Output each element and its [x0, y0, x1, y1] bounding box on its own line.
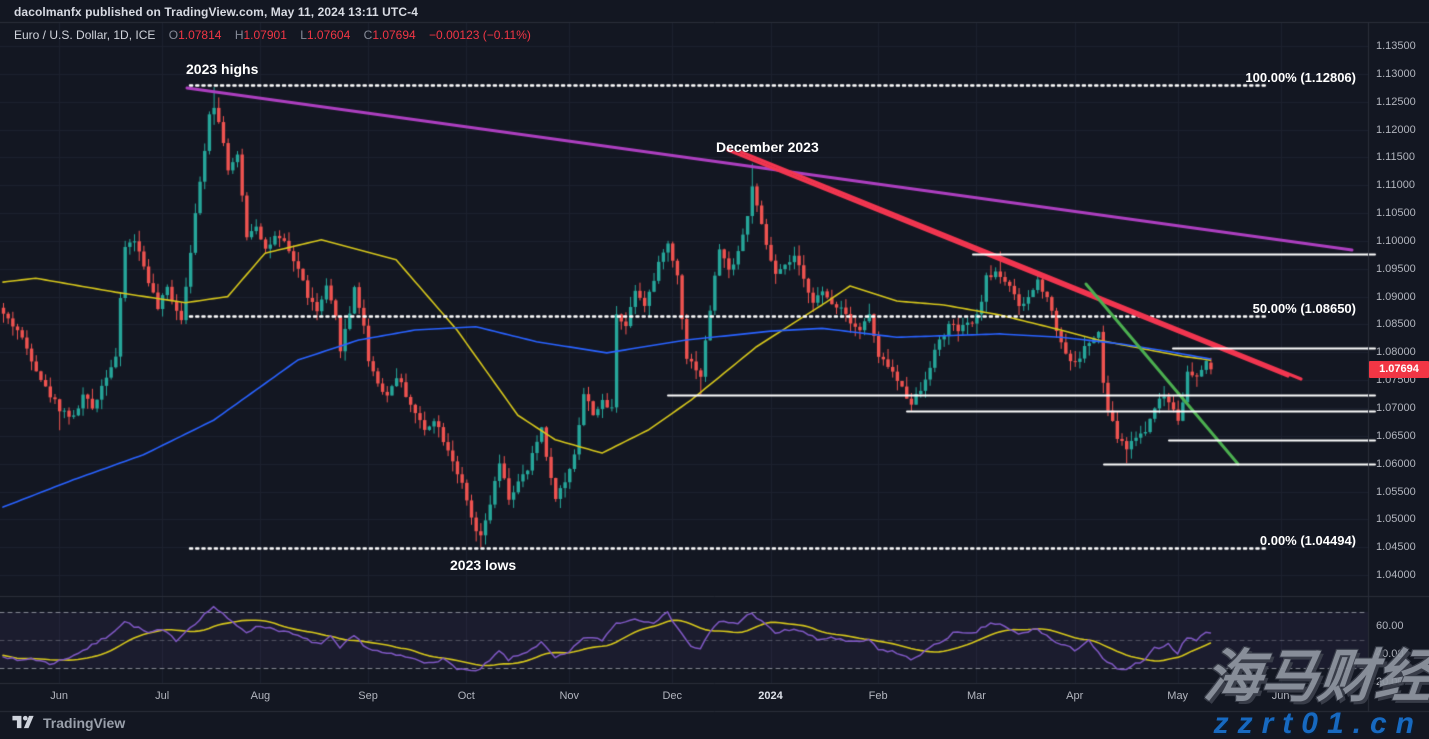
time-axis-label: Sep	[358, 690, 378, 702]
rsi-axis-label: 40.00	[1376, 648, 1404, 660]
price-axis-label: 1.06500	[1376, 429, 1416, 442]
ohlc-close-label: C	[363, 28, 373, 42]
time-axis-label: Apr	[1066, 690, 1084, 702]
time-axis-label: Jul	[155, 690, 170, 702]
price-axis-label: 1.11500	[1376, 151, 1415, 164]
watermark-chinese: 海马财经	[1201, 645, 1429, 709]
time-axis-label: Jun	[1271, 690, 1290, 702]
price-axis-label: 1.12000	[1376, 123, 1416, 136]
price-axis-label: 1.08000	[1376, 346, 1416, 359]
ohlc-low-label: L	[300, 28, 307, 42]
publisher-note: dacolmanfx published on TradingView.com,…	[14, 5, 418, 19]
tradingview-logo-icon	[12, 715, 34, 729]
time-axis-label: Oct	[457, 690, 475, 702]
price-axis-label: 1.09500	[1376, 262, 1416, 275]
tradingview-brand-text: TradingView	[43, 715, 126, 731]
price-axis-label: 1.05500	[1376, 485, 1416, 498]
ohlc-high-value: 1.07901	[243, 28, 287, 42]
symbol-title[interactable]: Euro / U.S. Dollar, 1D, ICE	[14, 28, 156, 42]
time-axis-label: Feb	[868, 690, 888, 702]
time-axis-label: Dec	[662, 690, 683, 702]
price-axis-label: 1.07000	[1376, 401, 1416, 414]
annotation-2023-lows[interactable]: 2023 lows	[450, 557, 517, 573]
time-axis-label: Nov	[559, 690, 580, 702]
price-axis-label: 1.10500	[1376, 207, 1416, 220]
price-axis-label: 1.04000	[1376, 569, 1416, 582]
rsi-axis-label: 20.00	[1376, 676, 1404, 688]
change-value: −0.00123 (−0.11%)	[429, 28, 531, 42]
ohlc-open-label: O	[168, 28, 179, 42]
ohlc-open-value: 1.07814	[178, 28, 222, 42]
time-axis-label: Mar	[966, 690, 986, 702]
time-axis-label: Aug	[250, 690, 271, 702]
annotation-december-2023[interactable]: December 2023	[716, 139, 819, 155]
ohlc-high-label: H	[234, 28, 244, 42]
price-axis-label: 1.04500	[1376, 541, 1416, 554]
price-axis-label: 1.13500	[1376, 40, 1416, 52]
fib-level-0-label[interactable]: 0.00% (1.04494)	[1259, 532, 1356, 548]
ohlc-low-value: 1.07604	[306, 28, 351, 42]
price-axis-label: 1.09000	[1376, 290, 1416, 303]
price-axis-label: 1.11000	[1376, 179, 1415, 192]
price-axis-label: 1.06000	[1376, 457, 1416, 470]
watermark-url: zzrt01.cn	[1213, 707, 1423, 739]
time-axis-label: Jun	[50, 690, 69, 702]
price-axis-label: 1.08500	[1376, 318, 1416, 331]
price-axis-label: 1.13000	[1376, 67, 1416, 80]
price-axis-label: 1.05000	[1376, 513, 1416, 526]
last-price-tag: 1.07694	[1369, 360, 1429, 378]
rsi-axis-label: 60.00	[1376, 620, 1404, 632]
annotation-2023-highs[interactable]: 2023 highs	[186, 61, 259, 77]
price-axis-label: 1.12500	[1376, 95, 1416, 108]
tradingview-branding[interactable]: TradingView	[12, 714, 125, 732]
ohlc-close-value: 1.07694	[372, 28, 416, 42]
fib-level-50-label[interactable]: 50.00% (1.08650)	[1252, 301, 1356, 317]
fib-level-100-label[interactable]: 100.00% (1.12806)	[1245, 69, 1356, 85]
time-axis-label: May	[1167, 690, 1189, 702]
time-axis-label: 2024	[758, 690, 783, 702]
symbol-info-row[interactable]: Euro / U.S. Dollar, 1D, ICE O1.07814 H1.…	[14, 28, 531, 42]
price-axis-label: 1.10000	[1376, 234, 1416, 247]
